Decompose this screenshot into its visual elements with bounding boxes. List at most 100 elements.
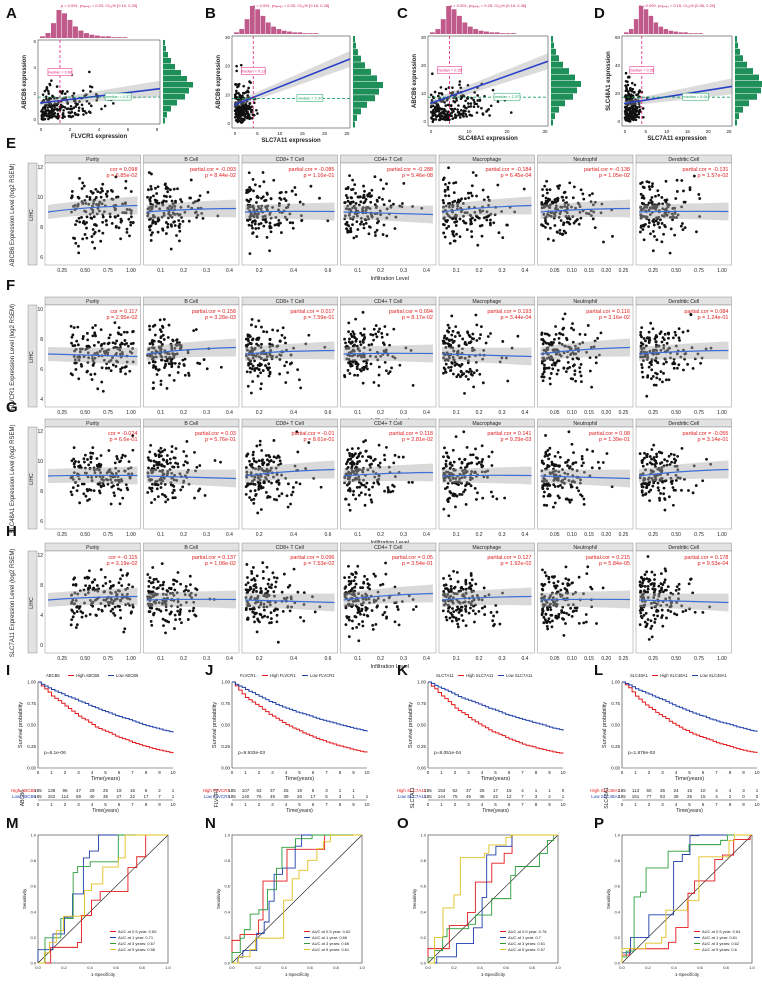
data-point (75, 339, 79, 343)
y-tick-label: 4 (33, 65, 36, 70)
data-point (253, 183, 257, 187)
data-point (469, 453, 473, 457)
data-point (249, 342, 253, 346)
data-point (246, 384, 250, 388)
data-point (296, 368, 300, 372)
data-point (645, 455, 649, 459)
data-point (343, 201, 347, 204)
data-point (154, 205, 158, 208)
data-point (440, 114, 444, 118)
data-point (112, 491, 116, 495)
data-point (475, 102, 479, 106)
data-point (444, 362, 448, 366)
data-point (448, 490, 452, 493)
x-tick-label: 0.20 (601, 532, 611, 538)
facet-title: Purity (86, 545, 100, 551)
x-tick-label: 20 (504, 129, 510, 134)
data-point (347, 207, 351, 211)
data-point (568, 365, 572, 369)
data-point (73, 99, 77, 103)
data-point (451, 232, 455, 236)
histogram-bar (678, 32, 683, 34)
data-point (657, 450, 661, 454)
data-point (455, 214, 458, 217)
data-point (460, 112, 463, 116)
p-value-label: p = 1.39e-01 (599, 437, 630, 443)
data-point (374, 234, 377, 237)
data-point (234, 83, 238, 86)
data-point (172, 378, 176, 382)
data-point (44, 109, 47, 112)
data-point (362, 201, 366, 205)
data-point (285, 360, 288, 364)
p-value-label: p = 3.28e-03 (205, 315, 236, 321)
x-tick-label: 10 (466, 129, 472, 134)
data-point (547, 366, 551, 370)
data-point (447, 205, 451, 209)
data-point (664, 200, 668, 204)
data-point (253, 367, 257, 370)
data-point (40, 117, 44, 121)
data-point (475, 323, 479, 327)
data-point (93, 246, 97, 250)
data-point (645, 394, 649, 398)
data-point (252, 189, 255, 193)
data-point (374, 206, 378, 209)
data-point (476, 457, 479, 460)
data-point (178, 239, 181, 243)
data-point (96, 387, 100, 391)
data-point (131, 221, 135, 224)
data-point (459, 210, 463, 214)
data-point (472, 385, 476, 389)
x-tick-label: 0.2 (180, 410, 187, 416)
data-point (372, 481, 376, 485)
data-point (420, 206, 424, 210)
data-point (480, 234, 484, 238)
data-point (152, 381, 155, 385)
data-point (277, 219, 281, 222)
data-point (244, 337, 248, 341)
data-point (152, 586, 156, 589)
data-point (248, 252, 252, 256)
data-point (343, 337, 346, 341)
x-tick-label: 20 (322, 131, 328, 136)
data-point (252, 584, 256, 588)
histogram-bar (163, 82, 193, 88)
data-point (73, 361, 77, 365)
data-point (472, 371, 476, 375)
data-point (178, 229, 182, 233)
data-point (348, 454, 352, 458)
data-point (379, 213, 383, 217)
data-point (249, 362, 253, 366)
data-point (463, 391, 466, 395)
data-point (642, 223, 645, 227)
data-point (654, 371, 657, 375)
x-tick-label: 0.3 (499, 268, 506, 274)
data-point (206, 190, 210, 194)
histogram-bar (50, 23, 56, 38)
data-point (646, 375, 649, 379)
y-axis-label: SLC7A11 Expression Level (log2 RSEM) (10, 549, 16, 658)
data-point (156, 216, 160, 220)
data-point (151, 387, 155, 390)
data-point (252, 577, 256, 580)
data-point (248, 80, 251, 83)
x-tick-label: 0.2 (180, 268, 187, 274)
x-tick-label: 0.3 (400, 268, 407, 274)
data-point (269, 617, 273, 620)
histogram-bar (473, 29, 479, 34)
data-point (159, 383, 163, 386)
x-tick-label: 0.2 (377, 268, 384, 274)
data-point (385, 333, 389, 336)
data-point (661, 336, 665, 340)
data-point (670, 460, 673, 464)
median-box (296, 94, 324, 102)
data-point (251, 178, 255, 181)
data-point (131, 341, 135, 345)
data-point (651, 484, 655, 488)
data-point (355, 362, 359, 365)
data-point (462, 372, 466, 376)
p-value-label: p = 2.81e-02 (402, 437, 433, 443)
data-point (650, 377, 653, 381)
data-point (469, 105, 473, 108)
